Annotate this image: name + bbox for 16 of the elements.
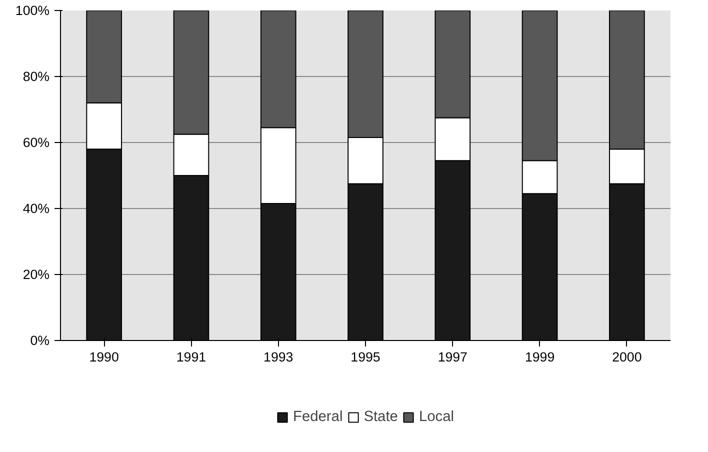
y-tick-label: 60% [22,135,50,150]
y-tick-label: 40% [22,201,50,216]
y-tick-label: 80% [22,69,50,84]
x-tick-label: 1991 [176,350,206,364]
y-tick-label: 100% [15,3,50,18]
x-tick-label: 1999 [524,350,555,364]
x-tick-label: 1990 [89,350,119,364]
x-tick-label: 1993 [264,350,294,364]
x-tick-label: 1997 [438,350,468,364]
y-tick-label: 0% [30,333,50,348]
legend-label: State [364,409,398,425]
x-tick-label: 1995 [350,350,380,364]
y-tick-label: 20% [22,267,50,282]
x-tick-label: 2000 [612,350,642,364]
legend-label: Federal [293,409,343,425]
legend-label: Local [418,409,454,425]
